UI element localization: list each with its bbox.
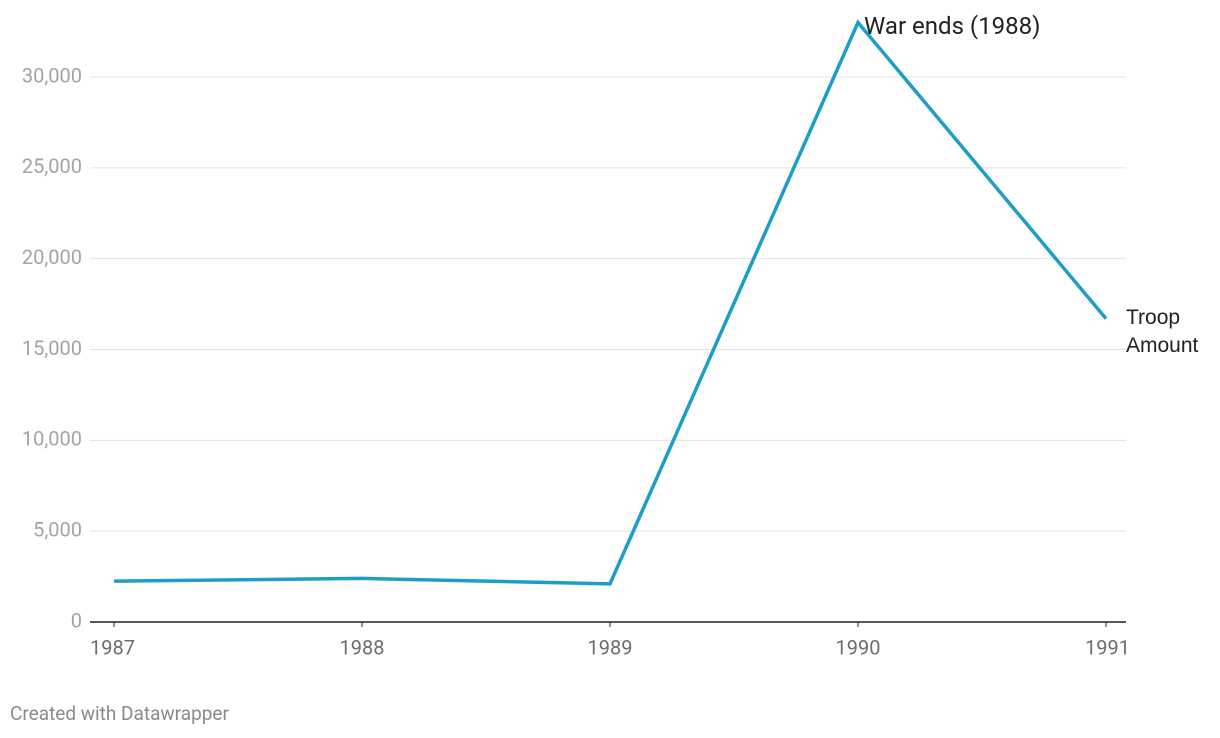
credit: Created with Datawrapper — [10, 702, 229, 725]
x-tick-label: 1987 — [90, 635, 135, 659]
y-tick-label: 20,000 — [22, 245, 82, 269]
x-tick-label: 1989 — [588, 635, 633, 659]
x-tick-label: 1991 — [1085, 635, 1130, 659]
y-tick-label: 10,000 — [22, 427, 82, 451]
series-label: Troop Amount — [1126, 305, 1199, 357]
y-tick-label: 15,000 — [22, 336, 82, 360]
y-tick-label: 25,000 — [22, 154, 82, 178]
x-tick-label: 1988 — [340, 635, 385, 659]
x-tick-label: 1990 — [836, 635, 881, 659]
annotation: War ends (1988) — [864, 12, 1040, 40]
series-label-box: Troop Amount — [1126, 305, 1199, 357]
y-tick-label: 5,000 — [33, 517, 82, 541]
y-tick-label: 30,000 — [22, 63, 82, 87]
y-tick-label: 0 — [71, 608, 82, 632]
line — [113, 19, 1108, 586]
